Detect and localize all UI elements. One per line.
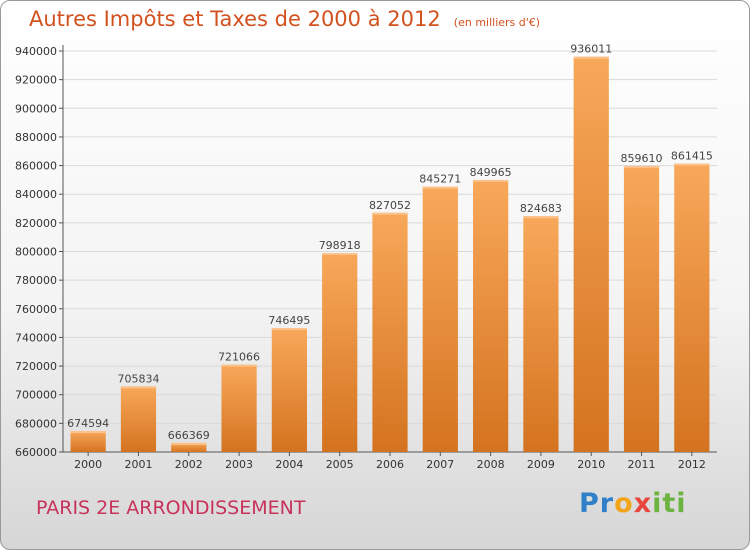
- y-tick-label: 660000: [15, 446, 57, 459]
- bar-2009: [523, 216, 559, 452]
- bar-2001: [120, 386, 157, 452]
- brand-logo: Proxiti: [579, 488, 687, 519]
- y-tick-label: 940000: [15, 45, 57, 58]
- x-tick-label: 2009: [527, 458, 555, 471]
- x-tick-label: 2003: [225, 458, 253, 471]
- bar-value-label: 746495: [268, 314, 310, 327]
- y-tick-label: 720000: [15, 360, 57, 373]
- x-tick-label: 2004: [275, 458, 303, 471]
- bar-top-edge: [171, 442, 207, 445]
- x-tick-label: 2007: [426, 458, 454, 471]
- brand-letter: r: [599, 488, 615, 519]
- brand-letter: t: [662, 488, 677, 519]
- y-tick-label: 840000: [15, 188, 57, 201]
- y-tick-label: 820000: [15, 217, 57, 230]
- x-tick-label: 2012: [678, 458, 706, 471]
- bar-value-label: 824683: [520, 202, 562, 215]
- y-tick-label: 880000: [15, 131, 57, 144]
- bar-value-label: 845271: [419, 173, 461, 186]
- y-tick-label: 700000: [15, 389, 57, 402]
- bar-value-label: 936011: [570, 43, 612, 56]
- y-tick-label: 780000: [15, 274, 57, 287]
- bar-top-edge: [623, 166, 660, 169]
- bar-2012: [674, 163, 710, 452]
- x-tick-label: 2010: [577, 458, 605, 471]
- bar-top-edge: [674, 163, 710, 166]
- x-tick-label: 2011: [628, 458, 656, 471]
- bar-top-edge: [120, 386, 157, 389]
- chart-title-line: Autres Impôts et Taxes de 2000 à 2012 (e…: [29, 7, 540, 31]
- bar-2010: [573, 56, 609, 452]
- bars: [70, 56, 710, 453]
- bar-2000: [70, 431, 106, 452]
- bar-top-edge: [70, 431, 106, 434]
- brand-letter: P: [579, 488, 600, 519]
- bar-top-edge: [271, 328, 307, 331]
- chart-title: Autres Impôts et Taxes de 2000 à 2012: [29, 7, 441, 31]
- location-label: PARIS 2E ARRONDISSEMENT: [36, 497, 306, 519]
- bar-value-label: 721066: [218, 351, 260, 364]
- bar-2006: [372, 212, 408, 452]
- x-tick-label: 2008: [477, 458, 505, 471]
- chart-subtitle: (en milliers d'€): [453, 16, 541, 29]
- y-tick-label: 920000: [15, 74, 57, 87]
- bar-top-edge: [372, 212, 408, 215]
- bar-2004: [271, 328, 307, 452]
- labels: 660000 680000 700000 720000 740000 760000 7800…: [15, 43, 713, 471]
- y-tick-label: 760000: [15, 303, 57, 316]
- x-tick-label: 2002: [175, 458, 203, 471]
- bar-top-edge: [573, 56, 609, 59]
- brand-letter: i: [676, 488, 687, 519]
- bar-top-edge: [221, 364, 257, 367]
- bar-value-label: 674594: [67, 417, 109, 430]
- y-tick-label: 800000: [15, 246, 57, 259]
- bar-value-label: 861415: [671, 150, 713, 163]
- bar-2002: [171, 442, 207, 452]
- bar-value-label: 859610: [621, 152, 663, 165]
- bar-value-label: 705834: [117, 372, 159, 385]
- bar-value-label: 666369: [168, 429, 210, 442]
- bar-top-edge: [523, 216, 559, 219]
- x-tick-label: 2006: [376, 458, 404, 471]
- bar-2005: [322, 253, 358, 452]
- bar-value-label: 849965: [470, 166, 512, 179]
- bar-2003: [221, 364, 257, 452]
- bar-2008: [473, 179, 509, 452]
- brand-letter: o: [614, 488, 634, 519]
- bar-top-edge: [422, 186, 458, 189]
- x-tick-label: 2005: [326, 458, 354, 471]
- brand-letter: x: [633, 488, 653, 519]
- y-tick-label: 860000: [15, 160, 57, 173]
- brand-letter: i: [652, 488, 663, 519]
- bar-value-label: 798918: [319, 239, 361, 252]
- y-tick-label: 740000: [15, 331, 57, 344]
- bar-2011: [623, 166, 660, 453]
- y-tick-label: 680000: [15, 417, 57, 430]
- bar-top-edge: [322, 253, 358, 256]
- bar-top-edge: [473, 179, 509, 182]
- bar-value-label: 827052: [369, 199, 411, 212]
- x-tick-label: 2000: [74, 458, 102, 471]
- y-tick-label: 900000: [15, 102, 57, 115]
- x-tick-label: 2001: [124, 458, 152, 471]
- bar-2007: [422, 186, 458, 452]
